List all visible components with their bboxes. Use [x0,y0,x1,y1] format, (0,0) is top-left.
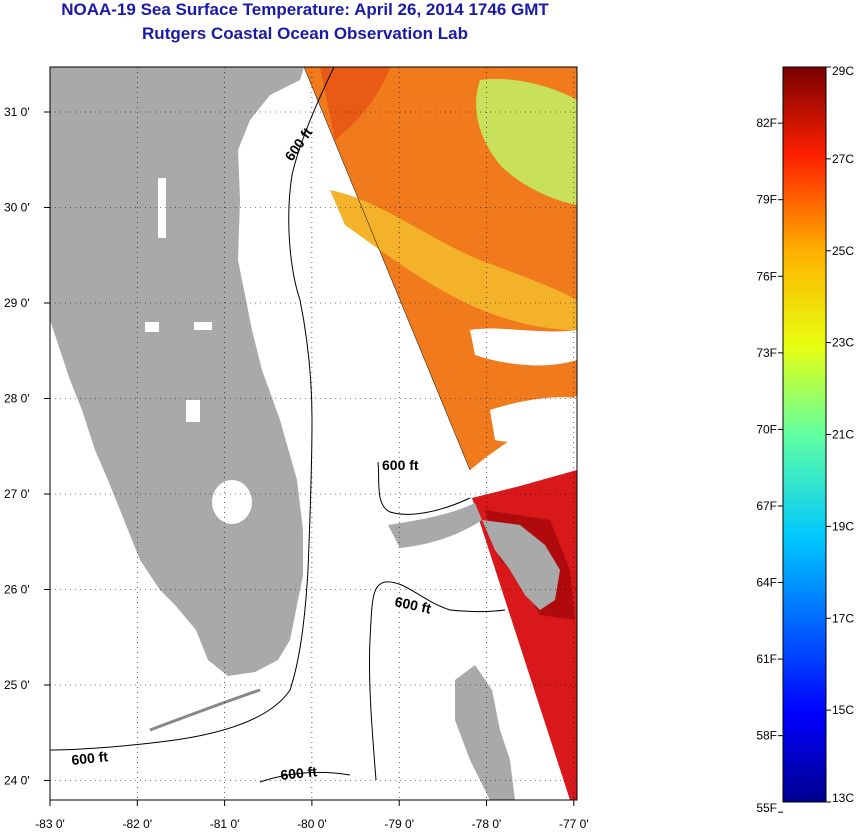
colorbar-f-label: 82F [756,116,777,130]
colorbar-f-label: 64F [756,576,777,590]
contour-label: 600 ft [382,457,419,473]
colorbar-celsius-labels: 29C 27C 25C 23C 21C 19C 17C 15C 13C [826,64,854,805]
colorbar-c-label: 25C [832,244,854,258]
colorbar-f-label: 61F [756,652,777,666]
colorbar-c-label: 17C [832,611,854,625]
contour-label: 600 ft [281,124,315,163]
lon-tick-label: -78 0' [472,817,502,831]
lake [158,178,166,238]
colorbar-f-label: 70F [756,422,777,436]
lake [194,322,212,330]
swath-edge [303,67,471,471]
lat-tick-label: 24 0' [4,774,30,788]
florida-keys [149,688,261,732]
map-title: NOAA-19 Sea Surface Temperature: April 2… [61,0,549,19]
lon-tick-label: -81 0' [210,817,240,831]
florida-landmass [50,67,304,676]
lat-tick-label: 31 0' [4,105,30,119]
colorbar-c-label: 19C [832,519,854,533]
cloud-patch-2 [490,397,577,443]
lat-tick-label: 26 0' [4,583,30,597]
map-area [50,67,577,800]
lake [145,322,159,332]
colorbar-f-label: 76F [756,269,777,283]
lat-tick-label: 28 0' [4,392,30,406]
colorbar-ramp [782,66,827,803]
andros-island [455,665,515,800]
lon-tick-label: -83 0' [35,817,65,831]
lake [186,400,200,422]
lat-tick-label: 29 0' [4,296,30,310]
colorbar-f-label: 58F [756,729,777,743]
colorbar-f-label: 73F [756,346,777,360]
lake-okeechobee [212,480,252,524]
colorbar-c-label: 29C [832,64,854,78]
colorbar-c-label: 13C [832,791,854,805]
lat-tick-label: 27 0' [4,487,30,501]
abaco-island [482,520,560,610]
map-subtitle: Rutgers Coastal Ocean Observation Lab [142,24,468,43]
sst-green-patch [476,79,577,205]
colorbar: 29C 27C 25C 23C 21C 19C 17C 15C 13C 82F 79F 76F 73F… [756,64,854,815]
isobath-bahamas-north [377,461,471,515]
lon-tick-label: -79 0' [384,817,414,831]
colorbar-f-label: 79F [756,193,777,207]
sst-red-patch [320,67,390,140]
map-frame [49,66,578,801]
cloud-patch [470,328,577,366]
lon-tick-label: -82 0' [122,817,152,831]
colorbar-c-label: 15C [832,703,854,717]
colorbar-f-label: 55F [756,801,777,815]
longitude-gridlines: -83 0' -82 0' -81 0' -80 0' -79 0' -78 0' -77 … [35,67,589,831]
lat-tick-label: 30 0' [4,201,30,215]
lon-tick-label: -77 0' [559,817,589,831]
colorbar-c-label: 23C [832,336,854,350]
lat-tick-label: 25 0' [4,678,30,692]
isobath-cay-sal [259,771,351,783]
colorbar-c-label: 27C [832,152,854,166]
isobath-florida-east [50,67,335,751]
contour-label: 600 ft [280,763,318,783]
colorbar-c-label: 21C [832,428,854,442]
contour-label: 600 ft [71,748,109,768]
latitude-gridlines: 31 0' 30 0' 29 0' 28 0' 27 0' 26 0' 25 0' 24 0' [4,105,577,788]
lon-tick-label: -80 0' [297,817,327,831]
sst-warm-patch-yellow [330,190,577,330]
contour-label: 600 ft [393,593,432,616]
colorbar-f-label: 67F [756,499,777,513]
isobath-bahamas-south [368,581,506,781]
colorbar-fahrenheit-labels: 82F 79F 76F 73F 70F 67F 64F 61F 58F 55F [756,116,783,815]
grand-bahama-island [388,503,482,548]
